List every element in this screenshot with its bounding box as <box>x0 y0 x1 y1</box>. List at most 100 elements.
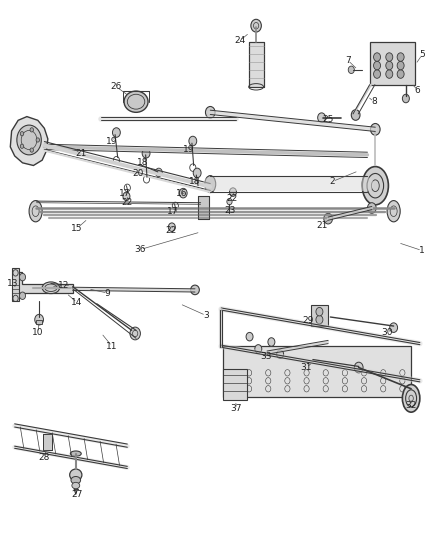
Circle shape <box>142 149 150 158</box>
Circle shape <box>397 53 404 61</box>
Bar <box>223 368 247 400</box>
Circle shape <box>246 333 253 341</box>
Text: 1: 1 <box>419 246 425 255</box>
Circle shape <box>20 132 24 136</box>
Bar <box>311 305 328 326</box>
Polygon shape <box>11 117 48 165</box>
Text: 19: 19 <box>183 145 194 154</box>
Text: 23: 23 <box>224 206 236 215</box>
Bar <box>370 42 416 85</box>
Circle shape <box>251 19 261 32</box>
Ellipse shape <box>205 175 216 192</box>
Text: 7: 7 <box>345 56 351 64</box>
Ellipse shape <box>124 91 148 112</box>
Bar <box>12 268 19 301</box>
Text: 15: 15 <box>71 224 83 233</box>
Text: 33: 33 <box>261 352 272 361</box>
Text: 32: 32 <box>406 401 417 410</box>
Bar <box>223 346 411 397</box>
Text: 28: 28 <box>39 454 50 463</box>
Ellipse shape <box>387 200 400 222</box>
Text: 6: 6 <box>415 85 420 94</box>
Bar <box>36 320 42 324</box>
Circle shape <box>324 213 332 224</box>
Ellipse shape <box>71 477 81 484</box>
Circle shape <box>397 70 404 78</box>
Text: 22: 22 <box>226 194 238 203</box>
Circle shape <box>189 136 197 146</box>
Text: 2: 2 <box>330 177 336 186</box>
Text: 17: 17 <box>167 207 179 216</box>
Text: 25: 25 <box>322 115 334 124</box>
Text: 14: 14 <box>71 298 83 307</box>
Circle shape <box>20 144 24 148</box>
Circle shape <box>386 70 393 78</box>
Circle shape <box>390 323 398 333</box>
Text: 24: 24 <box>234 36 246 45</box>
Text: 13: 13 <box>7 279 19 288</box>
Text: 37: 37 <box>231 405 242 414</box>
Ellipse shape <box>29 200 42 222</box>
Circle shape <box>19 273 25 281</box>
Text: 26: 26 <box>111 82 122 91</box>
Bar <box>249 42 264 87</box>
Circle shape <box>403 94 410 103</box>
Text: 36: 36 <box>134 245 146 254</box>
Ellipse shape <box>71 451 81 456</box>
Text: 31: 31 <box>300 363 312 372</box>
Circle shape <box>268 338 275 346</box>
Circle shape <box>230 188 237 196</box>
Circle shape <box>19 292 25 300</box>
Text: 21: 21 <box>76 149 87 158</box>
Circle shape <box>354 362 363 373</box>
Circle shape <box>374 70 381 78</box>
Text: 17: 17 <box>120 189 131 198</box>
Circle shape <box>318 113 325 123</box>
Circle shape <box>30 148 34 152</box>
Text: 20: 20 <box>133 169 144 178</box>
Circle shape <box>277 350 284 359</box>
Ellipse shape <box>70 469 82 481</box>
Text: 3: 3 <box>203 311 209 320</box>
Text: 29: 29 <box>303 316 314 325</box>
Circle shape <box>155 168 162 176</box>
Ellipse shape <box>205 107 215 118</box>
Ellipse shape <box>72 482 80 489</box>
Circle shape <box>113 128 120 138</box>
Circle shape <box>123 192 130 200</box>
Circle shape <box>255 345 262 353</box>
Ellipse shape <box>403 384 420 412</box>
Circle shape <box>316 316 323 324</box>
Circle shape <box>386 61 393 70</box>
Circle shape <box>35 314 43 325</box>
Text: 18: 18 <box>189 177 201 186</box>
Text: 22: 22 <box>166 226 177 235</box>
Text: 22: 22 <box>122 198 133 207</box>
Text: 16: 16 <box>176 189 187 198</box>
Text: 21: 21 <box>316 221 327 230</box>
Text: 19: 19 <box>106 137 118 146</box>
Bar <box>249 42 264 87</box>
Text: 5: 5 <box>419 51 425 59</box>
Ellipse shape <box>362 175 373 192</box>
Text: 8: 8 <box>371 97 377 106</box>
Text: 11: 11 <box>106 342 118 351</box>
Polygon shape <box>14 272 73 293</box>
Text: 9: 9 <box>105 288 110 297</box>
Text: 12: 12 <box>58 280 70 289</box>
Circle shape <box>36 138 39 142</box>
Circle shape <box>374 61 381 70</box>
Ellipse shape <box>351 110 360 120</box>
Bar <box>198 196 209 219</box>
Circle shape <box>227 198 232 205</box>
Circle shape <box>30 128 34 132</box>
Text: 30: 30 <box>381 328 393 337</box>
Circle shape <box>193 168 201 177</box>
Circle shape <box>17 125 41 155</box>
Bar <box>43 434 52 450</box>
Circle shape <box>130 327 141 340</box>
Circle shape <box>168 223 175 231</box>
Circle shape <box>316 308 323 316</box>
Text: 18: 18 <box>137 158 148 167</box>
Circle shape <box>367 203 376 213</box>
